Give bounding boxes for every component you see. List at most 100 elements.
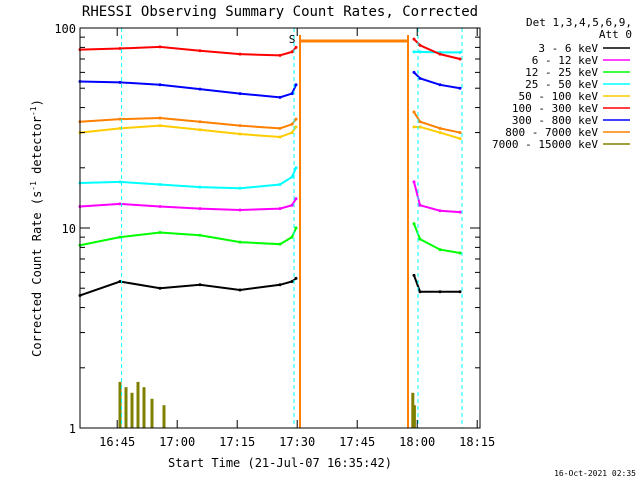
legend-label-4: 50 - 100 keV xyxy=(519,90,599,103)
series-5-point-7 xyxy=(294,45,298,49)
series-3-point-9 xyxy=(418,50,422,54)
series-0-line-0 xyxy=(79,277,297,297)
series-1-point-9 xyxy=(418,203,422,207)
x-tick-label-6: 18:15 xyxy=(459,435,495,449)
series-3-point-1 xyxy=(118,180,122,184)
series-5-point-11 xyxy=(458,57,462,61)
legend-label-0: 3 - 6 keV xyxy=(538,42,598,55)
series-7-point-11 xyxy=(458,131,462,135)
x-tick-label-4: 17:45 xyxy=(339,435,375,449)
legend-detector-header: Det 1,3,4,5,6,9, xyxy=(526,16,632,29)
series-8 xyxy=(118,381,416,428)
series-6-line-1 xyxy=(413,71,461,90)
series-5-point-6 xyxy=(290,50,294,54)
series-7-point-7 xyxy=(294,117,298,121)
series-6-point-5 xyxy=(278,95,282,99)
x-tick-label-0: 16:45 xyxy=(99,435,135,449)
x-tick-label-1: 17:00 xyxy=(159,435,195,449)
legend-label-3: 25 - 50 keV xyxy=(525,78,598,91)
series-6-point-1 xyxy=(118,80,122,84)
series-2-point-4 xyxy=(238,240,242,244)
series-7-point-8 xyxy=(412,110,416,114)
series-6-line-0 xyxy=(79,80,297,99)
series-4-point-10 xyxy=(438,131,442,135)
series-3-point-7 xyxy=(294,166,298,170)
series-1-point-3 xyxy=(198,207,202,211)
x-axis-label: Start Time (21-Jul-07 16:35:42) xyxy=(168,456,392,470)
series-7-line-1 xyxy=(413,111,461,134)
series-2-point-11 xyxy=(458,251,462,255)
series-2-point-7 xyxy=(294,226,298,230)
series-4-point-7 xyxy=(294,125,298,129)
series-6-point-10 xyxy=(438,83,442,87)
y-label-sup2: -1 xyxy=(29,106,38,116)
legend-label-8: 7000 - 15000 keV xyxy=(492,138,598,151)
series-2-line-0 xyxy=(79,227,297,247)
series-2-point-6 xyxy=(290,235,294,239)
series-4-point-8 xyxy=(412,125,416,129)
y-label-sup1: -1 xyxy=(29,181,38,191)
x-tick-label-2: 17:15 xyxy=(219,435,255,449)
series-5-point-4 xyxy=(238,52,242,56)
series-1-point-8 xyxy=(412,180,416,184)
series-4-point-4 xyxy=(238,132,242,136)
series-1-point-1 xyxy=(118,202,122,206)
legend-label-7: 800 - 7000 keV xyxy=(505,126,598,139)
series-3-point-5 xyxy=(278,183,282,187)
series-5-line-0 xyxy=(79,45,297,57)
legend-attenuator-header: Att 0 xyxy=(599,28,632,41)
series-7-point-5 xyxy=(278,126,282,130)
series-5-point-2 xyxy=(158,45,162,49)
data-gap-layer xyxy=(296,28,412,428)
series-8-point-2 xyxy=(130,392,134,428)
series-4-point-3 xyxy=(198,128,202,132)
series-8-point-5 xyxy=(150,398,154,428)
marker-lines xyxy=(121,28,463,428)
series-5-point-10 xyxy=(438,52,442,56)
series-7-point-10 xyxy=(438,126,442,130)
series-7-point-9 xyxy=(418,120,422,124)
series-2-point-1 xyxy=(118,235,122,239)
series-1-line-1 xyxy=(413,181,461,214)
series-8-point-4 xyxy=(142,387,146,428)
series-1-point-11 xyxy=(458,210,462,214)
series-7-point-3 xyxy=(198,120,202,124)
legend-label-5: 100 - 300 keV xyxy=(512,102,598,115)
series-5-point-1 xyxy=(118,46,122,50)
series-8-point-6 xyxy=(162,405,166,428)
series-4-point-1 xyxy=(118,126,122,130)
series-7 xyxy=(78,110,462,135)
series-8-point-3 xyxy=(136,381,140,428)
chart-title: RHESSI Observing Summary Count Rates, Co… xyxy=(82,4,478,20)
y-tick-label-1: 10 xyxy=(62,222,76,236)
series-0-line-1 xyxy=(413,274,460,293)
series-0-point-6 xyxy=(290,280,294,284)
series-4-point-5 xyxy=(278,135,282,139)
series-4-line-0 xyxy=(79,124,297,139)
series-7-point-1 xyxy=(118,117,122,121)
series-0-point-5 xyxy=(278,283,282,287)
series-1-point-7 xyxy=(294,197,298,201)
series-0-point-8 xyxy=(412,273,416,277)
series-4-point-2 xyxy=(158,124,162,128)
series-0-point-7 xyxy=(294,276,298,280)
series-2-point-3 xyxy=(198,233,202,237)
series-8-point-7 xyxy=(411,392,415,428)
y-label-part1: Corrected Count Rate (s xyxy=(30,191,44,357)
series-4-point-9 xyxy=(418,125,422,129)
series-0-point-11 xyxy=(458,290,462,294)
series-1-point-2 xyxy=(158,205,162,209)
series-6-point-6 xyxy=(290,92,294,96)
series-4-point-11 xyxy=(458,137,462,141)
axes: 16:45 17:00 17:15 17:30 17:45 18:00 18:15 1 10 10… xyxy=(54,22,495,449)
series-2-point-5 xyxy=(278,242,282,246)
series-5-point-3 xyxy=(198,49,202,53)
y-tick-label-0: 1 xyxy=(69,422,76,436)
series-5 xyxy=(78,37,462,61)
series-6 xyxy=(78,70,462,99)
series-3-point-11 xyxy=(458,50,462,54)
series-5-point-9 xyxy=(418,43,422,47)
series-layer xyxy=(78,35,462,428)
series-1-point-10 xyxy=(438,209,442,213)
